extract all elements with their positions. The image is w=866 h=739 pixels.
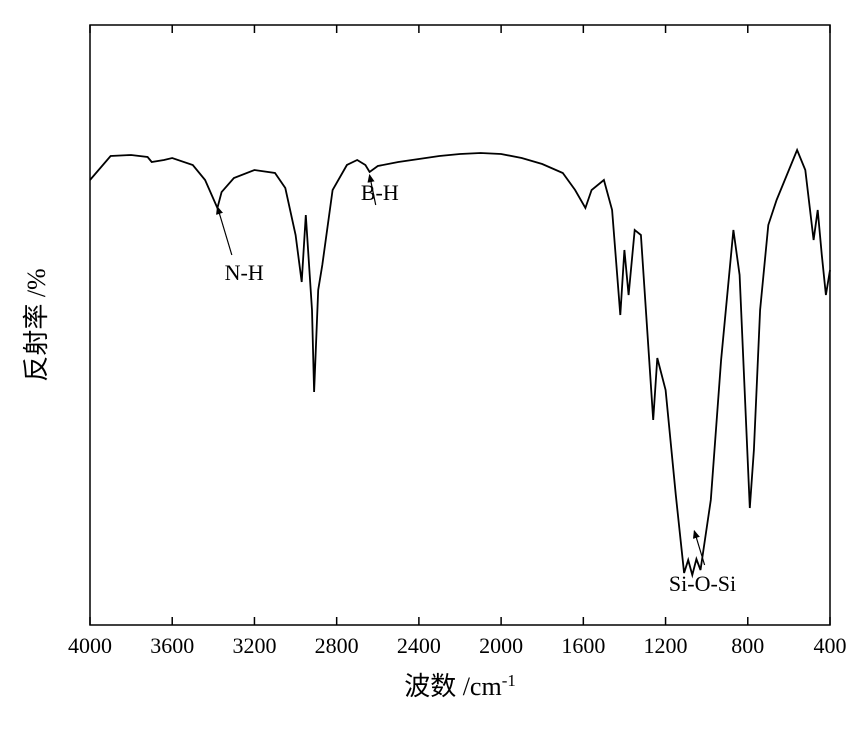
x-tick-label: 3600: [150, 633, 194, 658]
annotation-label: B-H: [361, 180, 399, 205]
x-axis-label: 波数 /cm-1: [404, 671, 516, 702]
x-tick-label: 1600: [561, 633, 605, 658]
x-tick-label: 400: [814, 633, 847, 658]
y-axis-label: 反射率 /%: [22, 268, 51, 381]
x-tick-label: 2000: [479, 633, 523, 658]
x-tick-label: 800: [731, 633, 764, 658]
chart-figure: 4000 3600 3200 2800 2400 2000 1600 1200 800 400 波数…: [0, 0, 866, 739]
x-tick-label: 4000: [68, 633, 112, 658]
x-tick-label: 3200: [232, 633, 276, 658]
annotation-label: Si-O-Si: [669, 571, 736, 596]
plot-frame: [90, 25, 830, 625]
spectrum-line: [90, 150, 830, 575]
chart-svg: 4000 3600 3200 2800 2400 2000 1600 1200 800 400 波数…: [0, 0, 866, 739]
x-tick-label: 2800: [315, 633, 359, 658]
x-tick-label: 2400: [397, 633, 441, 658]
x-tick-label: 1200: [644, 633, 688, 658]
annotation-label: N-H: [225, 260, 264, 285]
annotation-arrow: [217, 207, 231, 255]
